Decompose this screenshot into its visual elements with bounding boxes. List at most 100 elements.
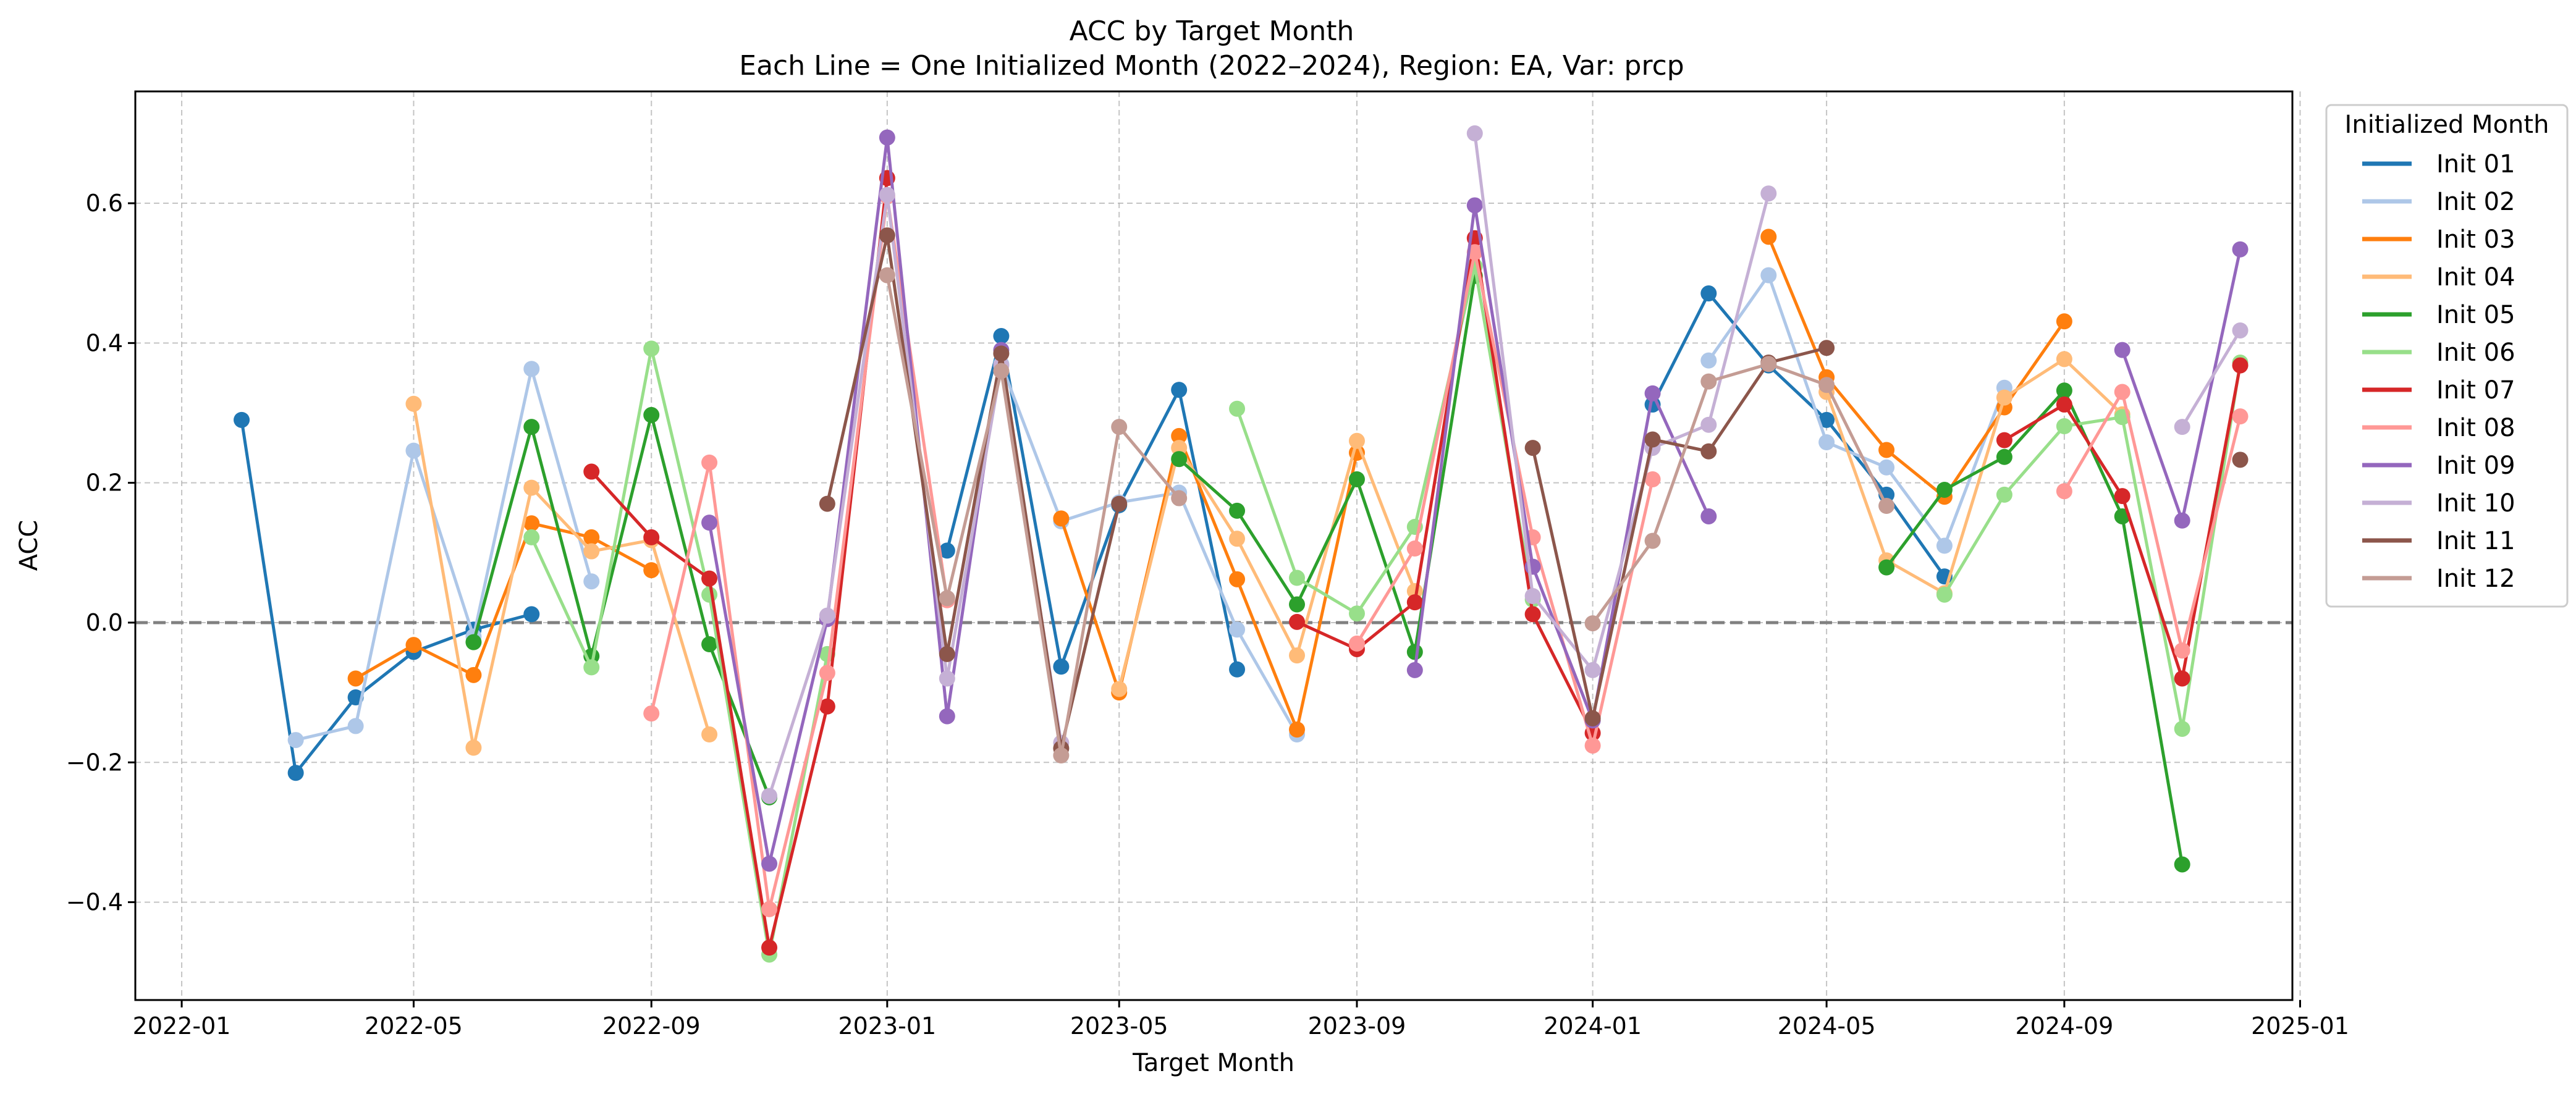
x-tick-label: 2023-05 xyxy=(1070,1012,1168,1040)
data-point xyxy=(1760,267,1777,284)
data-point xyxy=(1700,352,1717,369)
data-point xyxy=(2056,351,2072,368)
data-point xyxy=(879,227,895,244)
data-point xyxy=(523,515,540,532)
data-point xyxy=(2056,483,2072,500)
x-tick-label: 2022-09 xyxy=(602,1012,701,1040)
data-point xyxy=(1053,510,1070,527)
data-point xyxy=(523,419,540,435)
data-point xyxy=(701,586,718,603)
legend-title: Initialized Month xyxy=(2345,111,2549,139)
data-point xyxy=(1466,125,1483,141)
legend-label: Init 10 xyxy=(2436,489,2515,518)
data-point xyxy=(1878,459,1895,476)
data-point xyxy=(1644,431,1661,448)
y-tick-label: −0.2 xyxy=(66,749,123,776)
data-point xyxy=(2174,720,2190,737)
data-point xyxy=(939,590,955,607)
legend-label: Init 06 xyxy=(2436,338,2515,367)
data-point xyxy=(993,345,1010,362)
data-point xyxy=(405,637,422,654)
x-tick-label: 2023-01 xyxy=(838,1012,936,1040)
series-line xyxy=(1651,292,1946,578)
data-point xyxy=(1760,356,1777,372)
data-point xyxy=(2174,512,2190,529)
legend-label: Init 02 xyxy=(2436,188,2515,216)
data-point xyxy=(1111,495,1128,512)
data-point xyxy=(523,361,540,377)
x-tick-label: 2024-09 xyxy=(2015,1012,2113,1040)
data-point xyxy=(939,708,955,725)
data-point xyxy=(993,363,1010,379)
data-point xyxy=(2114,384,2130,400)
data-point xyxy=(1229,502,1246,519)
data-point xyxy=(1818,340,1835,356)
series-line xyxy=(1473,133,1770,672)
x-axis-ticks: 2022-01 2022-05 2022-09 2023-01 2023-05 2023-… xyxy=(133,1000,2349,1040)
data-point xyxy=(643,529,660,545)
data-point xyxy=(1760,185,1777,202)
data-point xyxy=(405,395,422,412)
series-12 xyxy=(879,267,1895,763)
data-point xyxy=(2056,313,2072,330)
data-point xyxy=(701,515,718,531)
data-point xyxy=(761,939,778,956)
series-line xyxy=(1767,236,2066,498)
data-point xyxy=(1584,710,1601,726)
x-tick-label: 2023-09 xyxy=(1308,1012,1406,1040)
data-point xyxy=(1229,621,1246,638)
legend-items: Init 01 Init 02 Init 03 Init 04 Init 05 Init … xyxy=(2362,150,2515,593)
data-point xyxy=(1700,508,1717,524)
y-axis-ticks: −0.4 −0.2 0.0 0.2 0.4 0.6 xyxy=(66,190,135,916)
data-point xyxy=(819,698,835,715)
series-line xyxy=(707,136,1003,865)
data-point xyxy=(1053,658,1070,675)
data-point xyxy=(2232,452,2249,468)
data-point xyxy=(523,479,540,496)
series-line xyxy=(1000,363,1299,736)
legend-label: Init 12 xyxy=(2436,565,2515,593)
data-point xyxy=(1406,644,1423,660)
data-point xyxy=(2056,382,2072,399)
data-point xyxy=(701,454,718,471)
data-point xyxy=(1584,662,1601,678)
series-line xyxy=(1825,357,2124,595)
legend-label: Init 08 xyxy=(2436,414,2515,442)
plot-frame xyxy=(134,90,2294,1001)
data-point xyxy=(1878,442,1895,458)
data-point xyxy=(234,411,250,428)
data-point xyxy=(1936,537,1953,554)
data-point xyxy=(1644,471,1661,488)
data-point xyxy=(1996,432,2012,448)
series-line xyxy=(295,367,593,742)
series-line xyxy=(472,413,771,798)
data-point xyxy=(1760,229,1777,245)
data-point xyxy=(1289,570,1306,586)
data-point xyxy=(2232,357,2249,374)
data-point xyxy=(523,529,540,545)
data-point xyxy=(1936,586,1953,603)
data-point xyxy=(1289,647,1306,664)
legend-label: Init 03 xyxy=(2436,225,2515,254)
data-point xyxy=(1171,427,1188,444)
series-line xyxy=(1413,203,1710,722)
data-point xyxy=(1524,440,1541,456)
data-point xyxy=(701,726,718,743)
data-point xyxy=(879,187,895,203)
data-point xyxy=(1229,400,1246,417)
series-line xyxy=(1707,274,2006,547)
data-point xyxy=(1348,471,1365,488)
data-point xyxy=(1171,382,1188,398)
data-point xyxy=(819,665,835,681)
series-line xyxy=(590,178,889,949)
data-point xyxy=(1289,613,1306,630)
data-point xyxy=(879,267,895,284)
series-3 xyxy=(347,229,2072,738)
data-point xyxy=(1348,605,1365,622)
data-point xyxy=(939,542,955,559)
data-point xyxy=(523,606,540,623)
data-point xyxy=(1171,451,1188,468)
data-point xyxy=(1818,434,1835,451)
